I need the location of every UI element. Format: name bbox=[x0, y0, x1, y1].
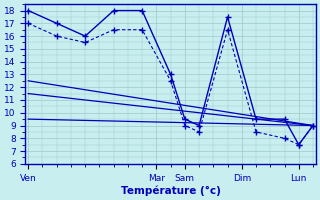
X-axis label: Température (°c): Température (°c) bbox=[121, 185, 220, 196]
